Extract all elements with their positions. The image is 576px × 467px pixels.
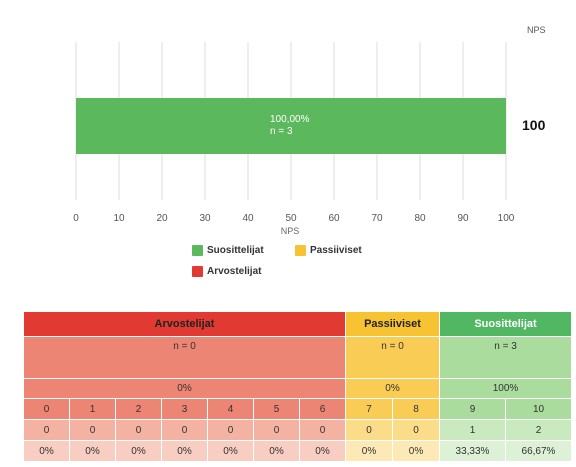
group-percent-detractors: 0% (23, 378, 346, 399)
share-cell: 0% (69, 440, 116, 462)
group-n-passives: n = 0 (345, 336, 440, 379)
group-title-promoters: Suosittelijat (439, 311, 572, 337)
count-cell: 0 (253, 419, 300, 441)
score-cell: 7 (345, 398, 393, 420)
share-cell: 0% (392, 440, 440, 462)
share-cell: 0% (253, 440, 300, 462)
table-percent-row: 0% 0% 100% (23, 378, 572, 399)
bar-percent-label: 100,00% (270, 114, 310, 125)
table-n-row: n = 0 n = 0 n = 3 (23, 336, 572, 379)
nps-distribution-table: Arvostelijat Passiiviset Suosittelijat n… (23, 311, 572, 462)
legend-label-detractors: Arvostelijat (207, 266, 262, 277)
score-cell: 2 (115, 398, 162, 420)
group-n-detractors: n = 0 (23, 336, 346, 379)
bar-n-label: n = 3 (270, 126, 293, 137)
share-cell: 0% (207, 440, 254, 462)
x-tick-label: 30 (199, 213, 211, 224)
x-tick-label: 50 (285, 213, 297, 224)
x-tick-label: 0 (73, 213, 79, 224)
count-cell: 0 (23, 419, 70, 441)
score-cell: 6 (299, 398, 346, 420)
score-cell: 8 (392, 398, 440, 420)
legend-swatch-passives (295, 245, 306, 256)
group-percent-promoters: 100% (439, 378, 572, 399)
chart-bars (76, 98, 506, 154)
x-tick-label: 80 (414, 213, 426, 224)
count-cell: 0 (299, 419, 346, 441)
x-tick-label: 90 (457, 213, 469, 224)
share-cell: 0% (299, 440, 346, 462)
group-title-detractors: Arvostelijat (23, 311, 346, 337)
share-cell: 66,67% (505, 440, 572, 462)
x-tick-label: 20 (156, 213, 168, 224)
score-cell: 10 (505, 398, 572, 420)
table-share-row: 0% 0% 0% 0% 0% 0% 0% 0% 0% 33,33% 66,67% (23, 440, 572, 462)
group-percent-passives: 0% (345, 378, 440, 399)
legend-item-promoters[interactable]: Suosittelijat (192, 245, 264, 256)
table-group-header-row: Arvostelijat Passiiviset Suosittelijat (23, 311, 572, 337)
x-axis-tick-labels: 0 10 20 30 40 50 60 70 80 90 100 (73, 213, 515, 224)
x-axis-label: NPS (281, 226, 300, 236)
share-cell: 0% (115, 440, 162, 462)
legend-label-passives: Passiiviset (310, 245, 362, 256)
legend-swatch-promoters (192, 245, 203, 256)
count-cell: 2 (505, 419, 572, 441)
count-cell: 0 (392, 419, 440, 441)
legend-item-passives[interactable]: Passiiviset (295, 245, 362, 256)
group-title-passives: Passiiviset (345, 311, 440, 337)
x-tick-label: 70 (371, 213, 383, 224)
score-cell: 4 (207, 398, 254, 420)
x-tick-label: 40 (242, 213, 254, 224)
count-cell: 0 (115, 419, 162, 441)
share-cell: 0% (345, 440, 393, 462)
x-tick-label: 60 (328, 213, 340, 224)
table-score-row: 0 1 2 3 4 5 6 7 8 9 10 (23, 398, 572, 420)
group-n-promoters: n = 3 (439, 336, 572, 379)
score-cell: 3 (161, 398, 208, 420)
share-cell: 0% (23, 440, 70, 462)
x-tick-label: 100 (498, 213, 515, 224)
x-tick-label: 10 (113, 213, 125, 224)
bar-suosittelijat[interactable] (76, 98, 506, 154)
legend-label-promoters: Suosittelijat (207, 245, 264, 256)
score-cell: 5 (253, 398, 300, 420)
nps-score-value: 100 (522, 117, 546, 133)
score-cell: 9 (439, 398, 506, 420)
count-cell: 0 (345, 419, 393, 441)
share-cell: 0% (161, 440, 208, 462)
score-cell: 0 (23, 398, 70, 420)
count-cell: 0 (69, 419, 116, 441)
nps-column-header: NPS (527, 25, 546, 35)
legend-item-detractors[interactable]: Arvostelijat (192, 266, 261, 277)
count-cell: 0 (161, 419, 208, 441)
legend-swatch-detractors (192, 266, 203, 277)
count-cell: 0 (207, 419, 254, 441)
nps-bar-chart: 0 10 20 30 40 50 60 70 80 90 100 100,00% n = 3 NPS (73, 42, 515, 236)
count-cell: 1 (439, 419, 506, 441)
share-cell: 33,33% (439, 440, 506, 462)
table-count-row: 0 0 0 0 0 0 0 0 0 1 2 (23, 419, 572, 441)
score-cell: 1 (69, 398, 116, 420)
